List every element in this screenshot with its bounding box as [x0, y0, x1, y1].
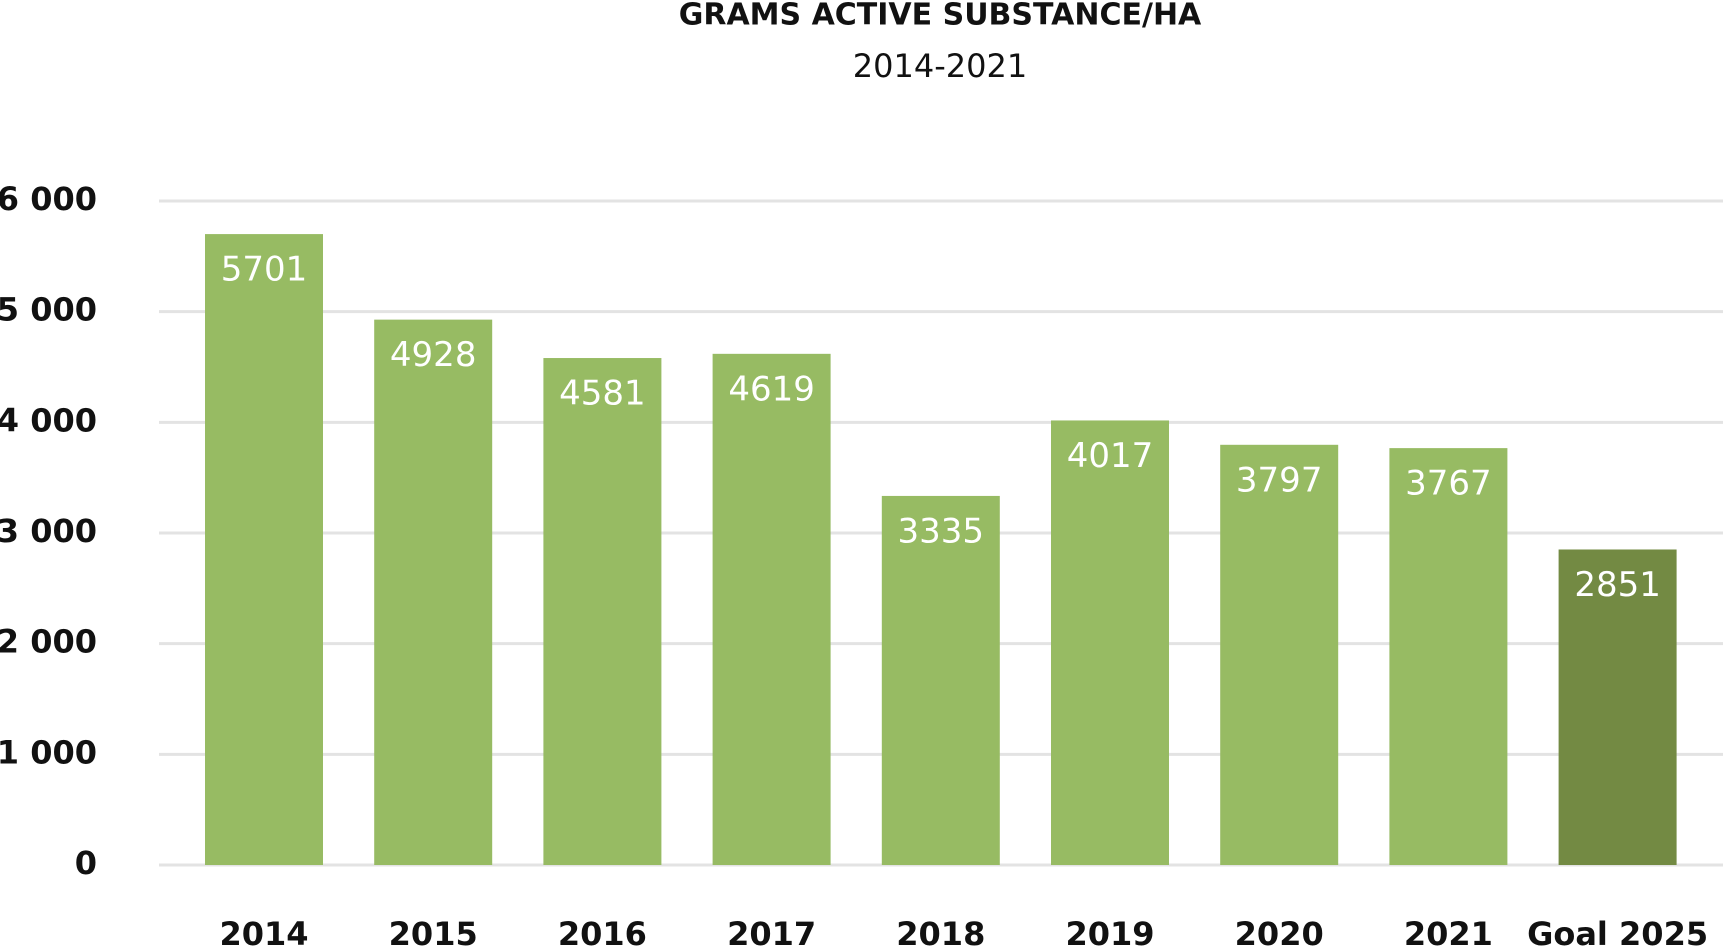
bar: [881, 495, 1000, 865]
y-tick-label: 6 000: [0, 180, 97, 218]
x-tick-label: 2015: [389, 915, 478, 950]
bar: [1558, 549, 1677, 865]
value-label: 4928: [390, 335, 477, 375]
x-tick-label: 2019: [1065, 915, 1154, 950]
x-tick-label: 2018: [896, 915, 985, 950]
chart-title: GRAMS ACTIVE SUBSTANCE/HA: [679, 0, 1202, 33]
x-tick-label: 2016: [558, 915, 647, 950]
bar: [205, 234, 323, 865]
x-tick-label: 2020: [1235, 915, 1324, 950]
y-tick-label: 5 000: [0, 291, 97, 329]
bar: [1220, 444, 1339, 865]
value-label: 4581: [559, 374, 646, 414]
value-label: 5701: [221, 250, 308, 290]
x-tick-label: 2017: [727, 915, 816, 950]
y-tick-label: 0: [75, 844, 97, 882]
bar: [543, 358, 662, 865]
value-label: 3767: [1405, 464, 1492, 504]
value-label: 3797: [1236, 460, 1323, 500]
y-tick-label: 2 000: [0, 623, 97, 661]
chart-subtitle: 2014-2021: [853, 47, 1027, 85]
x-tick-label: Goal 2025: [1527, 915, 1708, 950]
bar: [1051, 420, 1169, 865]
value-label: 3335: [898, 511, 985, 551]
x-tick-label: 2021: [1404, 915, 1493, 950]
value-label: 2851: [1574, 565, 1661, 605]
value-label: 4619: [728, 369, 815, 409]
y-tick-label: 4 000: [0, 401, 97, 439]
value-label: 4017: [1067, 436, 1154, 476]
y-tick-label: 1 000: [0, 733, 97, 771]
x-tick-label: 2014: [219, 915, 308, 950]
bar: [374, 319, 493, 866]
y-tick-label: 3 000: [0, 512, 97, 550]
bar: [1389, 448, 1508, 865]
bar: [712, 353, 831, 865]
